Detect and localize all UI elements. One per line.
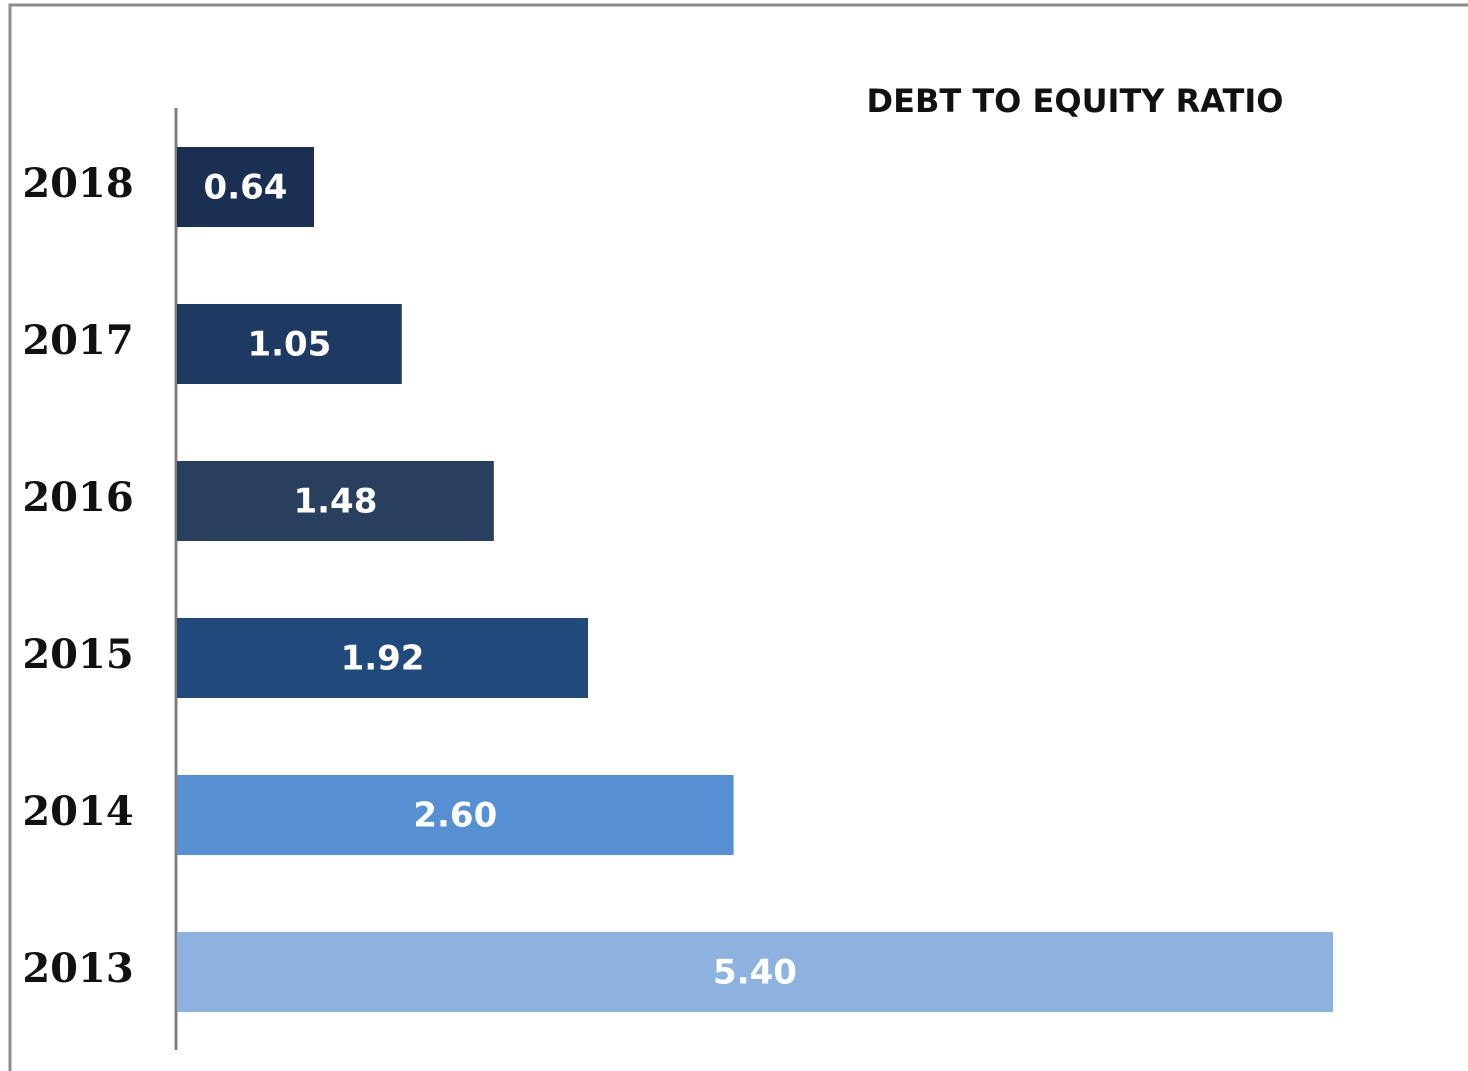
- bar: [177, 932, 1333, 1012]
- bar: [177, 304, 402, 384]
- data-label: 5.40: [713, 953, 797, 993]
- y-tick-label: 2017: [22, 317, 133, 364]
- frame: [8, 3, 1468, 1071]
- y-tick-label: 2016: [22, 474, 133, 521]
- y-tick-label: 2014: [22, 788, 133, 835]
- data-label: 1.48: [293, 482, 377, 522]
- y-tick-label: 2013: [22, 945, 133, 992]
- data-label: 0.64: [204, 168, 288, 208]
- bar: [177, 618, 589, 698]
- y-tick-label: 2015: [22, 631, 133, 678]
- bar: [177, 147, 315, 227]
- bar: [177, 775, 734, 855]
- data-label: 2.60: [413, 796, 497, 836]
- data-label: 1.05: [247, 325, 331, 365]
- bar: [177, 461, 494, 541]
- data-label: 1.92: [341, 639, 425, 679]
- y-tick-label: 2018: [22, 160, 133, 207]
- chart-title: DEBT TO EQUITY RATIO: [867, 82, 1284, 120]
